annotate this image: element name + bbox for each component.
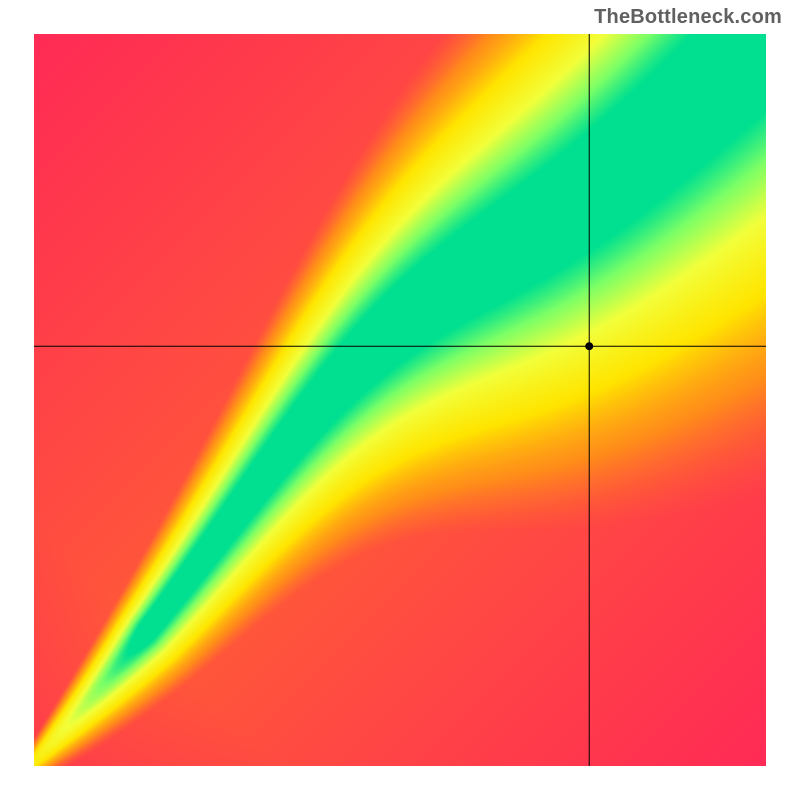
heatmap-canvas <box>34 34 766 766</box>
bottleneck-heatmap <box>34 34 766 766</box>
chart-container: TheBottleneck.com <box>0 0 800 800</box>
watermark-text: TheBottleneck.com <box>594 6 782 29</box>
